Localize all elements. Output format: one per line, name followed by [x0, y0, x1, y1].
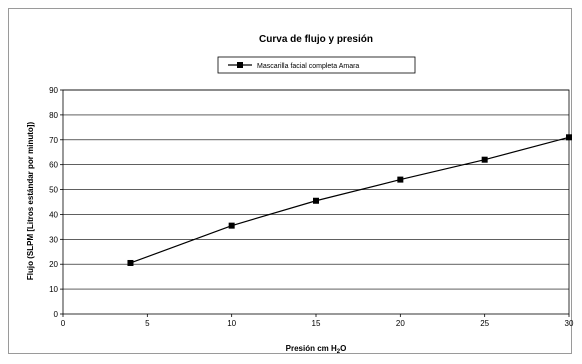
data-point: [566, 134, 572, 141]
data-point: [313, 197, 319, 204]
data-point: [481, 156, 488, 163]
legend-marker-sample: [237, 62, 243, 68]
x-tick-label: 15: [312, 319, 321, 328]
y-tick-label: 60: [49, 161, 58, 170]
y-tick-label: 50: [49, 186, 58, 195]
y-tick-label: 70: [49, 136, 58, 145]
legend-box: [217, 56, 416, 74]
series-line: [130, 136, 570, 264]
x-axis-label: Presión cm H2O: [286, 344, 347, 355]
x-tick-label: 25: [480, 319, 489, 328]
y-tick-label: 80: [49, 111, 58, 120]
x-tick-label: 10: [227, 319, 236, 328]
y-tick-label: 0: [54, 310, 59, 319]
data-point: [228, 222, 235, 229]
y-tick-label: 20: [49, 260, 58, 269]
y-tick-label: 10: [49, 285, 58, 294]
legend-entry-label: Mascarilla facial completa Amara: [257, 63, 359, 70]
x-tick-label: 20: [396, 319, 405, 328]
chart-title: Curva de flujo y presión: [259, 34, 373, 45]
legend: Mascarilla facial completa Amara: [217, 56, 416, 74]
x-tick-label: 30: [565, 319, 574, 328]
y-tick-label: 40: [49, 210, 58, 219]
y-axis-label: Flujo (SLPM [Litros estándar por minuto]…: [26, 122, 35, 281]
y-tick-label: 30: [49, 235, 58, 244]
y-tick-label: 90: [49, 86, 58, 95]
data-point: [127, 259, 134, 266]
data-point: [397, 176, 404, 183]
x-tick-label: 0: [61, 319, 66, 328]
x-tick-label: 5: [145, 319, 150, 328]
